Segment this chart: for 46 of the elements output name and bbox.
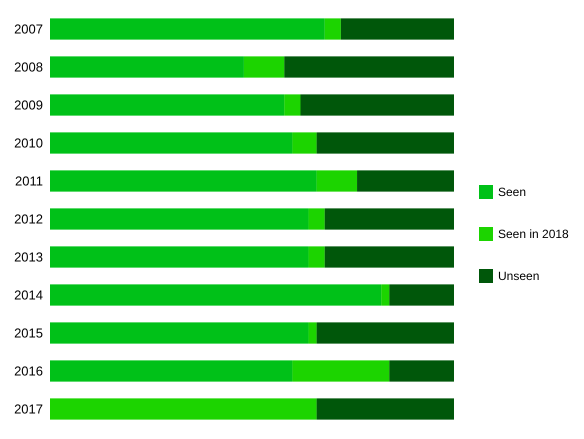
bar <box>340 18 454 40</box>
bar <box>50 360 292 382</box>
bar <box>324 208 454 230</box>
y-tick-label: 2010 <box>14 136 43 150</box>
bar <box>316 398 454 420</box>
legend-label: Unseen <box>498 269 540 283</box>
bar <box>381 284 390 306</box>
bar <box>357 170 454 192</box>
y-tick-label: 2007 <box>14 22 43 36</box>
bar <box>50 284 382 306</box>
bar <box>50 208 309 230</box>
bar <box>50 94 284 116</box>
y-tick-label: 2008 <box>14 60 43 74</box>
bar <box>308 322 317 344</box>
bar <box>50 170 317 192</box>
bar <box>389 360 454 382</box>
legend-label: Seen <box>498 185 526 199</box>
y-tick-label: 2009 <box>14 98 43 112</box>
y-tick-label: 2016 <box>14 364 43 378</box>
bar <box>292 360 390 382</box>
bar <box>324 18 341 40</box>
bar <box>300 94 454 116</box>
bar <box>316 322 454 344</box>
bar <box>292 132 317 154</box>
bar <box>284 94 300 116</box>
bar <box>284 56 454 78</box>
bar <box>244 56 284 78</box>
bar <box>389 284 454 306</box>
y-tick-label: 2012 <box>14 212 43 226</box>
bar <box>308 208 325 230</box>
bar <box>50 322 309 344</box>
y-tick-label: 2015 <box>14 326 43 340</box>
bar <box>316 132 454 154</box>
bar <box>316 170 358 192</box>
bar <box>50 398 317 420</box>
y-tick-label: 2013 <box>14 250 43 264</box>
bar <box>50 246 309 268</box>
bar <box>50 132 292 154</box>
legend-label: Seen in 2018 <box>498 227 570 241</box>
bar <box>50 56 244 78</box>
y-tick-label: 2014 <box>14 288 43 302</box>
y-tick-label: 2011 <box>15 174 43 188</box>
bar <box>324 246 454 268</box>
bar <box>308 246 325 268</box>
y-tick-label: 2017 <box>14 402 43 416</box>
bar <box>50 18 325 40</box>
